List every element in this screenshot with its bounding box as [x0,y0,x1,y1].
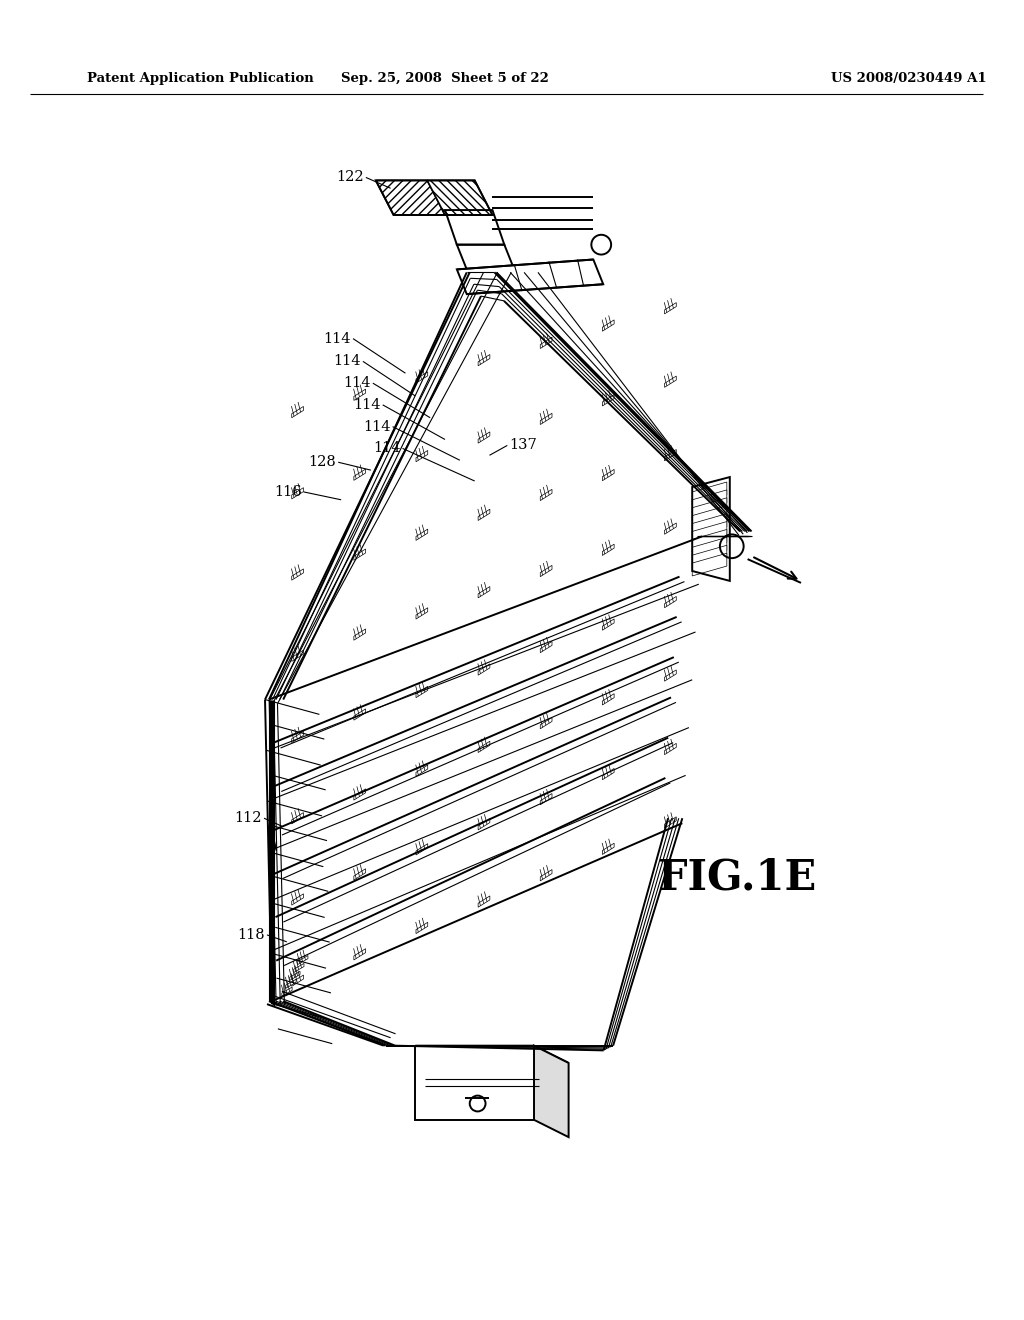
Polygon shape [427,181,493,215]
Polygon shape [665,669,676,681]
Polygon shape [602,319,614,331]
Text: 118: 118 [238,928,265,942]
Polygon shape [416,843,428,855]
Polygon shape [692,506,727,528]
Polygon shape [292,894,303,906]
Polygon shape [292,569,303,581]
Polygon shape [457,260,603,294]
Polygon shape [665,302,676,314]
Polygon shape [602,768,614,780]
Polygon shape [478,664,489,676]
Polygon shape [354,389,366,400]
Text: 114: 114 [343,376,371,391]
Polygon shape [376,181,445,215]
Polygon shape [602,619,614,630]
Polygon shape [416,450,428,462]
Text: 114: 114 [324,331,351,346]
Polygon shape [478,432,489,444]
Polygon shape [478,355,489,366]
Polygon shape [294,964,304,973]
Polygon shape [354,789,366,800]
Polygon shape [541,413,552,425]
Polygon shape [602,470,614,480]
Polygon shape [692,498,727,520]
Polygon shape [286,979,296,989]
Polygon shape [602,544,614,556]
Polygon shape [602,843,614,854]
Polygon shape [478,586,489,598]
Text: US 2008/0230449 A1: US 2008/0230449 A1 [830,73,986,84]
Polygon shape [692,537,727,560]
Polygon shape [692,553,727,576]
Polygon shape [541,793,552,805]
Polygon shape [354,949,366,960]
Polygon shape [292,651,303,661]
Polygon shape [541,490,552,500]
Polygon shape [541,718,552,729]
Text: 116: 116 [274,484,302,499]
Polygon shape [692,545,727,568]
Text: 128: 128 [308,455,336,469]
Text: 114: 114 [373,441,400,455]
Polygon shape [354,628,366,640]
Text: 114: 114 [334,354,360,368]
Polygon shape [292,487,303,499]
Text: FIG.1E: FIG.1E [657,857,816,899]
Polygon shape [354,549,366,560]
Text: 137: 137 [509,438,537,453]
Polygon shape [290,972,300,981]
Polygon shape [665,523,676,535]
Polygon shape [665,376,676,387]
Polygon shape [292,975,303,986]
Polygon shape [692,529,727,552]
Polygon shape [692,513,727,536]
Polygon shape [416,686,428,698]
Text: 114: 114 [364,420,390,434]
Polygon shape [416,766,428,776]
Polygon shape [692,521,727,544]
Polygon shape [354,869,366,880]
Polygon shape [602,694,614,705]
Polygon shape [298,956,308,965]
Polygon shape [354,469,366,480]
Polygon shape [416,1045,534,1119]
Polygon shape [292,407,303,417]
Polygon shape [416,607,428,619]
Polygon shape [416,923,428,933]
Polygon shape [665,450,676,461]
Polygon shape [534,1045,568,1137]
Polygon shape [541,565,552,577]
Polygon shape [478,510,489,520]
Text: 112: 112 [234,812,262,825]
Text: 122: 122 [336,170,364,185]
Polygon shape [602,395,614,407]
Polygon shape [282,987,292,997]
Polygon shape [292,813,303,824]
Text: Sep. 25, 2008  Sheet 5 of 22: Sep. 25, 2008 Sheet 5 of 22 [341,73,549,84]
Polygon shape [478,818,489,830]
Polygon shape [292,731,303,743]
Text: Patent Application Publication: Patent Application Publication [87,73,313,84]
Polygon shape [478,896,489,907]
Polygon shape [541,337,552,348]
Polygon shape [692,482,727,504]
Polygon shape [665,817,676,828]
Polygon shape [665,597,676,607]
Text: 114: 114 [353,397,381,412]
Polygon shape [354,709,366,721]
Polygon shape [541,870,552,880]
Polygon shape [665,743,676,755]
Polygon shape [692,490,727,512]
Polygon shape [416,529,428,540]
Polygon shape [478,742,489,752]
Polygon shape [416,372,428,383]
Polygon shape [541,642,552,652]
Polygon shape [416,1045,568,1063]
